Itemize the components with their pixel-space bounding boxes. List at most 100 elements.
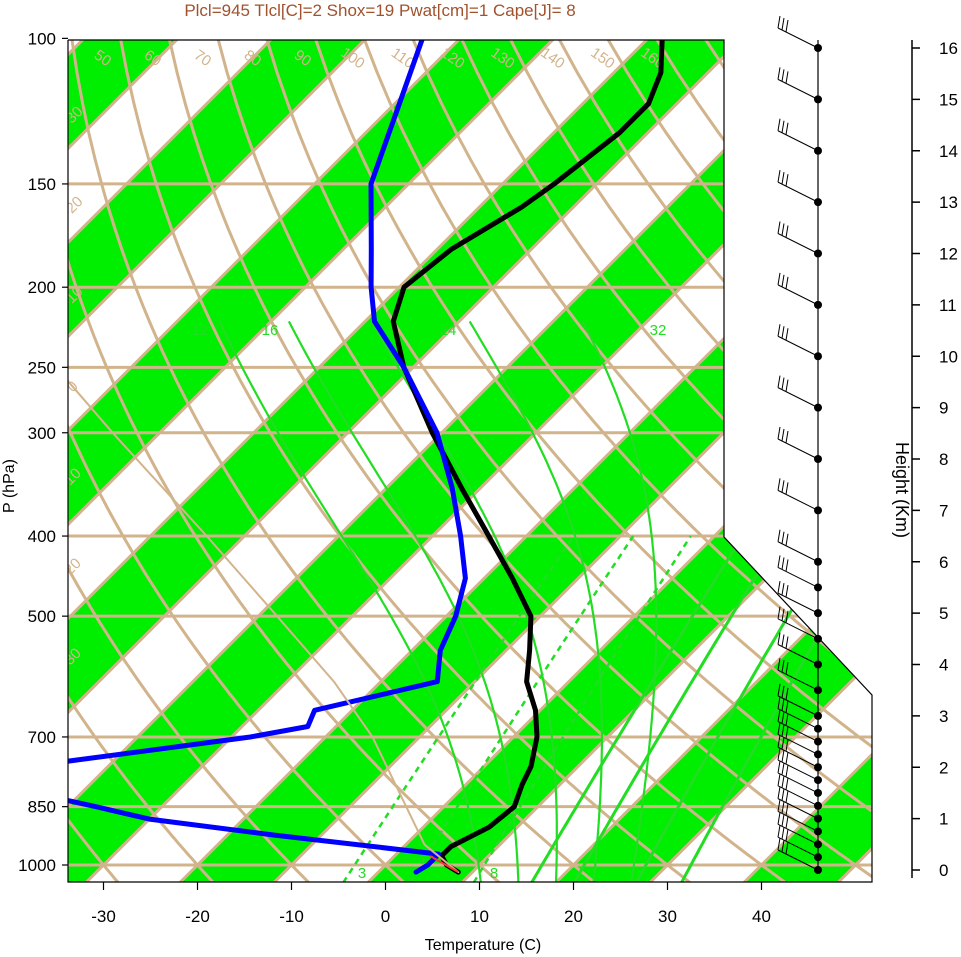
isotherm-line xyxy=(457,40,872,882)
wind-barb-staff xyxy=(777,233,819,254)
x-axis: -30 -20 -10 0 10 20 30 40 xyxy=(91,882,771,926)
wind-barb-feather xyxy=(781,801,785,814)
y-axis-label: P (hPa) xyxy=(1,459,18,513)
dewpoint-line xyxy=(68,40,468,875)
wind-barb-feather xyxy=(781,120,785,133)
wind-barb-feather xyxy=(785,726,789,739)
mixing-ratio-label: 24 xyxy=(440,322,457,339)
mixing-ratio-dashed-line xyxy=(342,535,575,882)
wind-barb-feather xyxy=(785,379,789,392)
isotherm-band xyxy=(68,40,447,882)
isotherm-line xyxy=(68,40,260,882)
mixing-ratio-dashed-line xyxy=(472,535,692,882)
wind-barb-feather xyxy=(777,272,781,285)
dry-adiabat-line xyxy=(427,40,872,882)
isotherm-line xyxy=(645,40,872,882)
wind-barb-feather xyxy=(785,610,789,623)
mixing-ratio-label: 32 xyxy=(650,322,667,339)
wind-barb-feather xyxy=(781,583,785,596)
x-tick-label: -10 xyxy=(279,907,304,926)
dry-adiabat-line xyxy=(68,40,600,882)
wind-barb-staff xyxy=(777,708,819,730)
wind-barb-staff xyxy=(777,849,819,871)
wind-barb-feather xyxy=(777,426,781,440)
wind-barb-feather xyxy=(781,223,785,236)
wind-barb-staff xyxy=(777,836,819,858)
wind-barb-feather xyxy=(777,837,781,851)
wind-barb-feather xyxy=(777,529,781,542)
wind-barb-feather xyxy=(785,174,789,187)
wind-barb-feather xyxy=(785,777,789,790)
wind-barb-feather xyxy=(777,799,781,812)
wind-barb-feather xyxy=(777,786,781,799)
wind-barb-feather xyxy=(777,632,781,645)
dry-adiabat-line xyxy=(68,40,123,882)
wind-barb-feather xyxy=(781,788,785,801)
x-tick-label: -30 xyxy=(91,907,116,926)
wind-barb-feather xyxy=(785,585,789,598)
wind-barb-feather xyxy=(777,170,781,183)
isotherm-band xyxy=(68,40,823,882)
wind-barb-feather xyxy=(781,660,785,673)
y-tick-label: 850 xyxy=(28,798,56,817)
wind-barb-feather xyxy=(785,803,789,816)
dry-adiabat-line xyxy=(0,0,25,886)
wind-barb-feather xyxy=(777,825,781,838)
wind-barb-staff xyxy=(777,566,819,588)
wind-barb-feather xyxy=(777,478,781,491)
height-tick-label: 12 xyxy=(939,245,958,264)
wind-barb-feather xyxy=(785,19,789,33)
height-tick-label: 16 xyxy=(939,39,958,58)
wind-barb-feather xyxy=(785,559,789,572)
moist-adiabat-line xyxy=(581,320,658,882)
height-tick-label: 7 xyxy=(939,501,948,520)
isotherm-band xyxy=(176,40,872,882)
wind-barb-feather xyxy=(777,118,781,131)
dry-adiabat-line xyxy=(68,40,505,882)
wind-barb-feather xyxy=(777,748,781,761)
wind-barb-feather xyxy=(777,760,781,774)
wind-barb-feather xyxy=(777,683,781,696)
dry-adiabat-line xyxy=(68,40,314,882)
height-tick-label: 5 xyxy=(939,604,948,623)
wind-barb-staff xyxy=(777,785,819,807)
wind-barb-staff xyxy=(777,27,819,49)
wind-barb-feather xyxy=(777,696,781,709)
wind-barb-feather xyxy=(781,814,785,827)
x-tick-label: 10 xyxy=(470,907,489,926)
height-tick-label: 9 xyxy=(939,399,948,418)
wind-barb-feather xyxy=(781,711,785,724)
wind-barb-feather xyxy=(785,816,789,829)
wind-barb-feather xyxy=(781,737,785,750)
moist-adiabat-line xyxy=(287,320,520,882)
x-axis-label: Temperature (C) xyxy=(425,937,541,954)
wind-barb-feather xyxy=(785,752,789,765)
dry-adiabat-line xyxy=(290,40,872,882)
wind-barb-feather xyxy=(785,225,789,238)
dry-adiabat-line xyxy=(382,40,872,882)
wind-barb-feather xyxy=(785,829,789,842)
height-tick-label: 8 xyxy=(939,450,948,469)
wind-barb-feather xyxy=(781,172,785,185)
moist-adiabat-line xyxy=(370,320,558,882)
wind-barb-feather xyxy=(781,531,785,544)
wind-barb-feather xyxy=(781,480,785,493)
wind-barb-feather xyxy=(785,636,789,649)
wind-barb-feather xyxy=(785,276,789,289)
chart-title: Plcl=945 Tlcl[C]=2 Shox=19 Pwat[cm]=1 Ca… xyxy=(184,1,575,20)
parcel-line xyxy=(68,366,460,874)
wind-barb-feather xyxy=(777,555,781,568)
height-tick-label: 0 xyxy=(939,861,948,880)
wind-barb-staff xyxy=(777,181,819,203)
wind-barb-staff xyxy=(777,798,819,820)
wind-barb-feather xyxy=(785,700,789,713)
height-tick-label: 15 xyxy=(939,90,958,109)
dry-adiabat-line xyxy=(68,40,218,882)
isotherm-line xyxy=(68,40,824,882)
sounding-series xyxy=(68,40,665,875)
wind-barb-feather xyxy=(781,428,785,442)
dry-adiabat-label: 60 xyxy=(141,47,164,70)
x-tick-label: -20 xyxy=(185,907,210,926)
wind-barb-feather xyxy=(785,122,789,135)
